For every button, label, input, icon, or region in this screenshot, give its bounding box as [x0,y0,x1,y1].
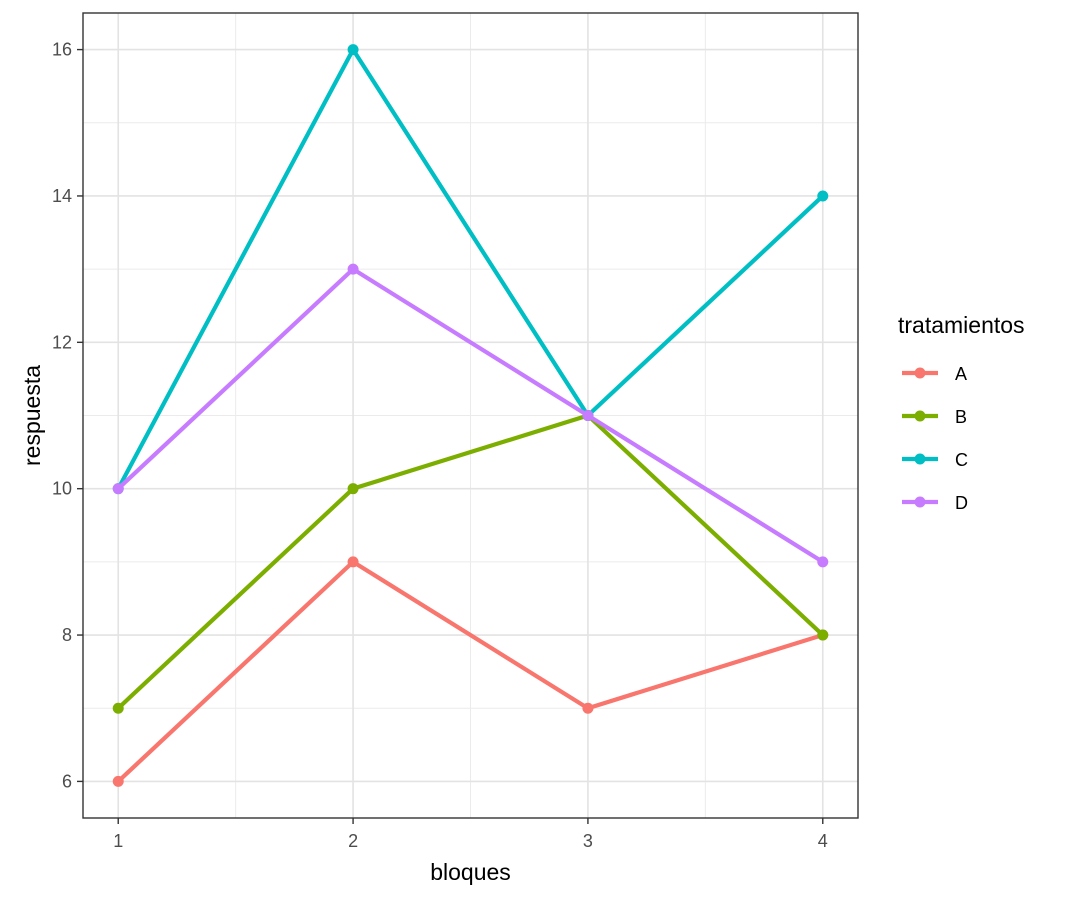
data-point-D [112,483,124,495]
data-point-C [347,44,359,56]
legend-title: tratamientos [898,312,1025,338]
y-tick-label: 16 [52,40,72,60]
series-line-B [116,413,825,710]
legend-item-C: C [902,450,968,470]
legend-label: B [955,407,967,427]
series-D [112,263,829,568]
legend-key-point [914,453,926,465]
x-tick-label: 3 [583,831,593,851]
series-layer [112,44,829,787]
legend-items: A B C D [902,364,968,513]
data-point-A [347,556,359,568]
legend-label: D [955,493,968,513]
x-axis-title: bloques [430,859,511,885]
legend-label: C [955,450,968,470]
series-line-D [116,267,824,564]
data-point-B [347,483,359,495]
legend-item-B: B [902,407,967,427]
legend-key-point [914,367,926,379]
data-point-B [817,629,829,641]
y-tick-label: 8 [62,625,72,645]
data-point-D [582,410,594,421]
legend-label: A [955,364,967,384]
legend-item-D: D [902,493,968,513]
data-point-D [347,263,359,275]
data-point-A [112,775,124,787]
x-tick-label: 4 [818,831,828,851]
x-tick-label: 1 [113,831,123,851]
y-tick-label: 10 [52,479,72,499]
y-tick-label: 14 [52,186,72,206]
legend-item-A: A [902,364,967,384]
y-tick-label: 12 [52,332,72,352]
series-line-A [116,559,824,783]
series-A [112,556,829,787]
legend: tratamientos A B C D [898,312,1025,513]
data-point-D [817,556,829,568]
legend-key-point [914,410,926,422]
x-tick-label: 2 [348,831,358,851]
data-point-B [112,702,124,714]
y-tick-label: 6 [62,771,72,791]
data-point-A [582,702,594,714]
legend-key-point [914,496,926,508]
series-line-C [116,47,825,490]
panel-border [82,12,859,819]
y-axis-title: respuesta [19,365,45,466]
data-point-C [817,190,829,202]
